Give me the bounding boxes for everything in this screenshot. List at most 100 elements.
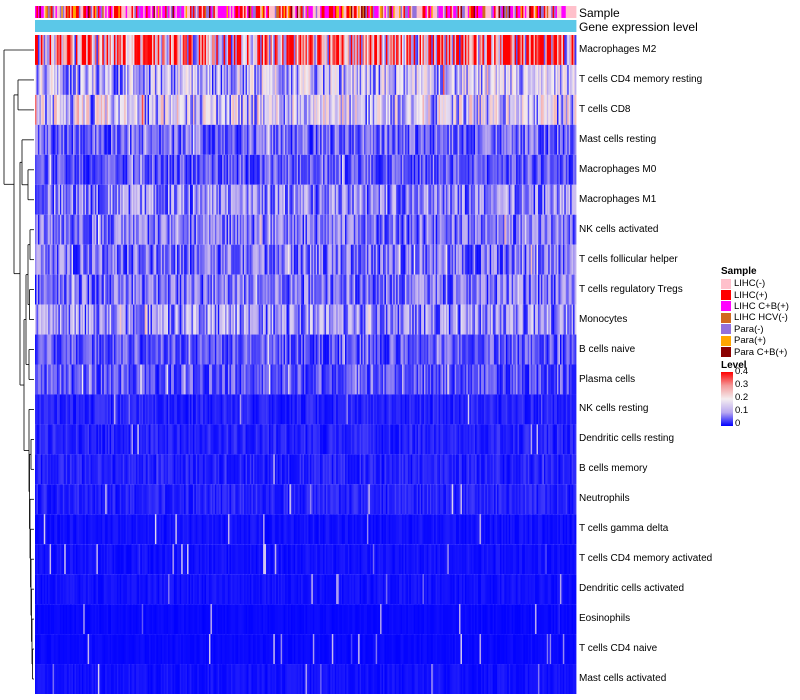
heatmap-cell bbox=[46, 394, 49, 425]
heatmap-cell bbox=[523, 94, 526, 125]
heatmap-cell bbox=[225, 364, 227, 395]
heatmap-cell bbox=[564, 334, 567, 365]
heatmap-cell bbox=[499, 274, 502, 305]
heatmap-cell bbox=[483, 244, 486, 275]
heatmap-cell bbox=[179, 94, 182, 125]
heatmap-cell bbox=[125, 334, 128, 365]
heatmap-cell bbox=[448, 64, 451, 95]
heatmap-cell bbox=[43, 154, 46, 185]
heatmap-cell bbox=[245, 364, 248, 395]
heatmap-cell bbox=[447, 244, 450, 275]
heatmap-cell bbox=[54, 214, 56, 245]
heatmap-cell bbox=[96, 394, 99, 425]
sample-annotation-cell bbox=[64, 6, 67, 18]
heatmap-cell bbox=[282, 214, 284, 245]
sample-annotation-cell bbox=[369, 6, 372, 18]
heatmap-cell bbox=[530, 184, 533, 215]
heatmap-cell bbox=[276, 304, 279, 335]
sample-annotation-cell bbox=[520, 6, 523, 18]
heatmap-cell bbox=[518, 214, 521, 245]
heatmap-cell bbox=[467, 364, 470, 395]
heatmap-cell bbox=[549, 154, 552, 185]
heatmap-cell bbox=[475, 364, 477, 395]
heatmap-cell bbox=[330, 304, 333, 335]
heatmap-cell bbox=[49, 274, 52, 305]
heatmap-cell bbox=[366, 124, 369, 155]
heatmap-cell bbox=[406, 334, 409, 365]
heatmap-cell bbox=[380, 124, 382, 155]
heatmap-cell bbox=[388, 64, 391, 95]
heatmap-cell bbox=[293, 274, 296, 305]
sample-annotation-cell bbox=[96, 6, 99, 18]
heatmap-cell bbox=[122, 124, 125, 155]
heatmap-cell bbox=[188, 394, 191, 425]
heatmap-cell bbox=[570, 154, 573, 185]
heatmap-cell bbox=[286, 244, 289, 275]
heatmap-cell bbox=[318, 124, 321, 155]
heatmap-cell bbox=[431, 274, 434, 305]
heatmap-cell bbox=[472, 184, 475, 215]
heatmap-cell bbox=[222, 334, 225, 365]
heatmap-cell bbox=[46, 124, 49, 155]
sample-annotation-cell bbox=[343, 6, 346, 18]
heatmap-cell bbox=[147, 304, 150, 335]
heatmap-cell bbox=[302, 304, 305, 335]
heatmap-cell bbox=[119, 334, 122, 365]
heatmap-cell bbox=[343, 364, 346, 395]
heatmap-cell bbox=[105, 394, 108, 425]
heatmap-cell bbox=[377, 94, 380, 125]
heatmap-cell bbox=[377, 124, 380, 155]
heatmap-cell bbox=[460, 35, 463, 65]
heatmap-cell bbox=[447, 154, 450, 185]
heatmap-cell bbox=[323, 334, 325, 365]
heatmap-cell bbox=[109, 364, 112, 395]
heatmap-cell bbox=[396, 184, 399, 215]
heatmap-cell bbox=[159, 35, 162, 65]
heatmap-cell bbox=[286, 274, 289, 305]
heatmap-cell bbox=[206, 214, 208, 245]
heatmap-cell bbox=[495, 364, 498, 395]
heatmap-cell bbox=[374, 94, 377, 125]
heatmap-cell bbox=[456, 94, 458, 125]
heatmap-cell bbox=[65, 64, 68, 95]
heatmap-cell bbox=[220, 334, 223, 365]
heatmap-cell bbox=[211, 94, 214, 125]
heatmap-cell bbox=[144, 124, 147, 155]
heatmap-cell bbox=[543, 154, 546, 185]
heatmap-cell bbox=[441, 244, 444, 275]
heatmap-cell bbox=[58, 184, 61, 215]
heatmap-cell bbox=[115, 154, 118, 185]
heatmap-cell bbox=[450, 274, 453, 305]
heatmap-cell bbox=[350, 35, 353, 65]
heatmap-cell bbox=[222, 35, 225, 65]
heatmap-cell bbox=[556, 35, 559, 65]
heatmap-cell bbox=[513, 364, 515, 395]
heatmap-cell bbox=[358, 35, 360, 65]
heatmap-cell bbox=[361, 274, 363, 305]
heatmap-cell bbox=[412, 274, 415, 305]
heatmap-cell bbox=[434, 334, 437, 365]
heatmap-cell bbox=[276, 394, 279, 425]
heatmap-cell bbox=[391, 364, 394, 395]
heatmap-cell bbox=[529, 214, 532, 245]
heatmap-cell bbox=[266, 244, 268, 275]
heatmap-cell bbox=[317, 214, 320, 245]
heatmap-cell bbox=[102, 244, 105, 275]
heatmap-cell bbox=[327, 214, 330, 245]
heatmap-cell bbox=[135, 35, 138, 65]
heatmap-cell bbox=[235, 154, 238, 185]
heatmap-cell bbox=[292, 64, 295, 95]
heatmap-cell bbox=[254, 35, 257, 65]
heatmap-cell bbox=[73, 154, 75, 185]
heatmap-cell bbox=[166, 35, 169, 65]
heatmap-cell bbox=[349, 124, 352, 155]
heatmap-cell bbox=[299, 154, 302, 185]
heatmap-cell bbox=[263, 334, 265, 365]
heatmap-cell bbox=[274, 154, 277, 185]
heatmap-cell bbox=[549, 334, 552, 365]
heatmap-cell bbox=[99, 334, 102, 365]
heatmap-cell bbox=[343, 304, 346, 335]
heatmap-cell bbox=[461, 184, 464, 215]
sample-annotation-cell bbox=[472, 6, 475, 18]
heatmap-cell bbox=[251, 274, 254, 305]
